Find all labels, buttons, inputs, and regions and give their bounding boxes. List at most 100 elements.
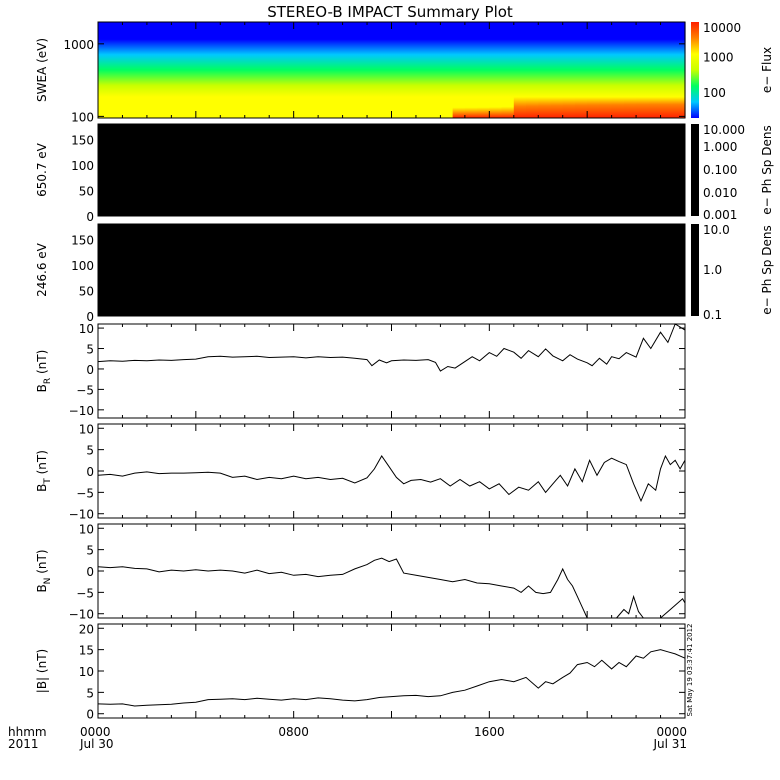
panel-frame: [97, 623, 686, 719]
y-tick-label: −10: [69, 508, 94, 522]
y-tick-label: −5: [76, 383, 94, 397]
y-tick-label: 0: [86, 565, 94, 579]
spectrogram-column: [489, 22, 503, 118]
colorbar-tick-label: 1.000: [703, 140, 737, 154]
spectrogram-column: [464, 22, 478, 118]
spectrogram-column: [550, 22, 564, 118]
spectrogram-column: [611, 22, 625, 118]
spectrogram-column: [636, 22, 649, 118]
colorbar-label: e− Ph Sp Dens: [760, 225, 774, 314]
spectrogram-column: [660, 22, 674, 118]
series-line-segment: [567, 579, 588, 619]
y-axis-label-main: B: [35, 384, 49, 392]
time-tick-label: 0000: [656, 725, 687, 739]
colorbar-tick-label: 0.1: [703, 308, 722, 322]
series-line: [97, 649, 686, 707]
colorbar-label: e− Ph Sp Dens: [760, 125, 774, 214]
y-tick-label: 10: [79, 422, 94, 436]
panel-2: 10.000 1.000 0.100 0.010 0.001 e− Ph Sp Dens 1…: [35, 123, 774, 224]
y-axis-label-main: 246.6 eV: [35, 242, 49, 297]
y-tick-label: −5: [76, 586, 94, 600]
spectrogram-column: [501, 22, 515, 118]
spectrogram-column: [587, 22, 600, 118]
time-axis-corner-label: 2011: [8, 737, 39, 751]
time-tick-date: Jul 31: [652, 737, 687, 751]
y-axis-label-unit: (nT): [35, 450, 49, 478]
series-line: [97, 454, 686, 503]
spectrogram-column: [452, 22, 466, 118]
spectrogram-column: [98, 22, 111, 118]
pitch-angle-map: [98, 124, 685, 216]
y-axis-label-subscript: R: [43, 378, 53, 384]
y-tick-label: 50: [79, 284, 94, 298]
spectrogram-column: [232, 22, 246, 118]
y-tick-label: 0: [86, 363, 94, 377]
spectrogram-column: [538, 22, 552, 118]
y-tick-label: 5: [86, 544, 94, 558]
timestamp-stamp: Sat May 19 03:37:41 2012: [686, 623, 694, 716]
y-tick-label: 0: [86, 708, 94, 722]
series-line-segment: [660, 598, 686, 619]
colorbar-tick-label: 0.001: [703, 208, 737, 222]
y-axis-label: 650.7 eV: [35, 142, 49, 197]
y-axis-label-unit: (nT): [35, 649, 49, 677]
y-tick-label: −5: [76, 486, 94, 500]
y-axis-label-main: B: [35, 484, 49, 492]
colorbar-swatch: [691, 224, 699, 316]
series-line-segment: [616, 594, 644, 619]
spectrogram-column: [281, 22, 295, 118]
y-tick-label: 150: [71, 233, 94, 247]
plot-title: STEREO-B IMPACT Summary Plot: [267, 3, 513, 21]
y-axis-label-main: |B|: [35, 677, 49, 693]
y-axis-label-main: B: [35, 584, 49, 592]
colorbar-label: e− Flux: [760, 47, 774, 93]
time-tick-label: 1600: [474, 725, 505, 739]
spectrogram-column: [367, 22, 380, 118]
spectrogram-column: [391, 22, 405, 118]
panel-4: 10 5 0 −5 −10 BR (nT): [35, 322, 686, 419]
spectrogram-column: [134, 22, 148, 118]
time-tick-label: 0000: [80, 725, 111, 739]
y-tick-label: 5: [86, 686, 94, 700]
y-tick-label: 0: [86, 210, 94, 224]
spectrogram-column: [171, 22, 185, 118]
time-tick-date: Jul 30: [79, 737, 114, 751]
y-axis-label: BR (nT): [35, 350, 53, 393]
y-axis-label: 246.6 eV: [35, 242, 49, 297]
pitch-angle-map: [98, 224, 685, 316]
colorbar-tick-label: 10.000: [703, 123, 745, 137]
y-axis-label: SWEA (eV): [35, 38, 49, 102]
colorbar-tick-label: 1.0: [703, 263, 722, 277]
y-tick-label: 150: [71, 133, 94, 147]
y-axis-label: BN (nT): [35, 549, 53, 592]
y-tick-label: 0: [86, 465, 94, 479]
spectrogram-column: [440, 22, 454, 118]
y-tick-label: 10: [79, 322, 94, 336]
panel-frame: [97, 323, 686, 419]
spectrogram-column: [415, 22, 429, 118]
y-tick-label: −10: [69, 608, 94, 622]
series-line: [97, 557, 569, 595]
y-axis-label-subscript: N: [43, 578, 53, 585]
y-axis-label-main: SWEA (eV): [35, 38, 49, 102]
panel-6: 10 5 0 −5 −10 BN (nT): [35, 522, 686, 622]
y-tick-label: 1000: [63, 38, 94, 52]
colorbar-tick-label: 0.010: [703, 186, 737, 200]
spectrogram-column: [195, 22, 209, 118]
spectrogram-column: [269, 22, 283, 118]
spectrogram-column: [110, 22, 124, 118]
colorbar-tick-label: 0.100: [703, 163, 737, 177]
panel-3: 10.0 1.0 0.1 e− Ph Sp Dens 150 100 50 0 246.6 eV: [35, 223, 774, 324]
y-tick-label: 10: [79, 522, 94, 536]
colorbar-tick-label: 1000: [703, 51, 734, 65]
y-tick-label: 0: [86, 310, 94, 324]
y-axis-label: BT (nT): [35, 450, 53, 492]
spectrogram-column: [672, 22, 686, 118]
y-axis-label: |B| (nT): [35, 649, 49, 693]
spectrogram-column: [574, 22, 588, 118]
spectrogram-column: [183, 22, 197, 118]
y-tick-label: −10: [69, 404, 94, 418]
y-tick-label: 100: [71, 110, 94, 124]
